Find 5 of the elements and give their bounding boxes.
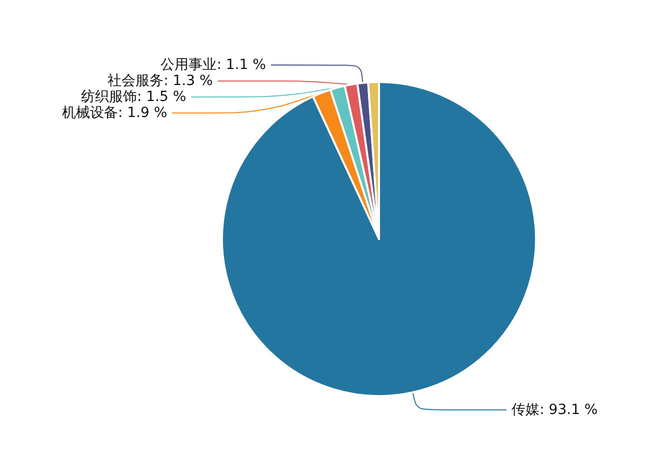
- slice-label: 社会服务: 1.3 %: [108, 72, 213, 89]
- slice-label: 传媒: 93.1 %: [512, 402, 598, 418]
- slice-label: 纺织服饰: 1.5 %: [80, 88, 186, 105]
- slice-label: 机械设备: 1.9 %: [62, 104, 168, 121]
- slice-label: 公用事业: 1.1 %: [160, 56, 266, 73]
